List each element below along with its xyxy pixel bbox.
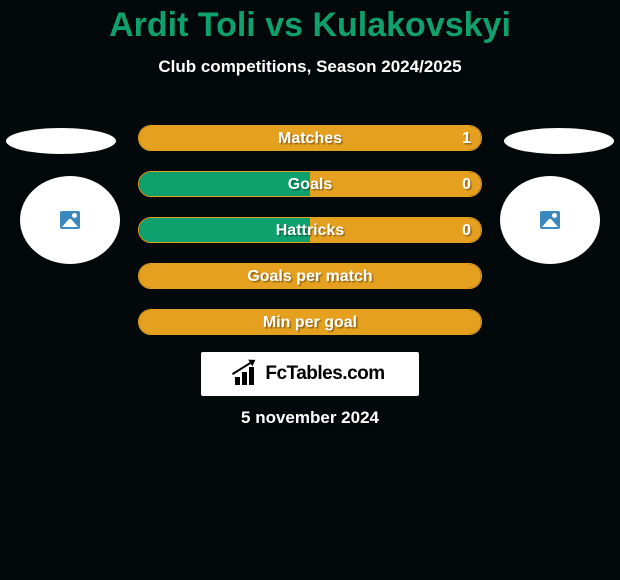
flag-left (6, 128, 116, 154)
stat-row: Goals per match (138, 263, 482, 289)
comparison-infographic: Ardit Toli vs Kulakovskyi Club competiti… (0, 0, 620, 580)
stat-value-right: 0 (462, 218, 471, 243)
page-title: Ardit Toli vs Kulakovskyi (0, 0, 620, 45)
brand-text: FcTables.com (265, 363, 384, 385)
flag-right (504, 128, 614, 154)
brand-badge: FcTables.com (201, 352, 419, 396)
placeholder-image-icon (540, 211, 560, 229)
player-right (500, 104, 620, 304)
stat-label: Goals (139, 172, 481, 197)
stat-row: Goals0 (138, 171, 482, 197)
stat-value-right: 0 (462, 172, 471, 197)
stat-row: Min per goal (138, 309, 482, 335)
stat-label: Goals per match (139, 264, 481, 289)
bar-chart-icon (235, 363, 261, 385)
stat-value-right: 1 (462, 126, 471, 151)
avatar-right (500, 176, 600, 264)
stats-table: Matches1Goals0Hattricks0Goals per matchM… (138, 125, 482, 355)
stat-row: Matches1 (138, 125, 482, 151)
date-text: 5 november 2024 (0, 408, 620, 428)
avatar-left (20, 176, 120, 264)
stat-row: Hattricks0 (138, 217, 482, 243)
stat-label: Min per goal (139, 310, 481, 335)
stat-label: Hattricks (139, 218, 481, 243)
stat-label: Matches (139, 126, 481, 151)
player-left (0, 104, 120, 304)
placeholder-image-icon (60, 211, 80, 229)
page-subtitle: Club competitions, Season 2024/2025 (0, 57, 620, 77)
